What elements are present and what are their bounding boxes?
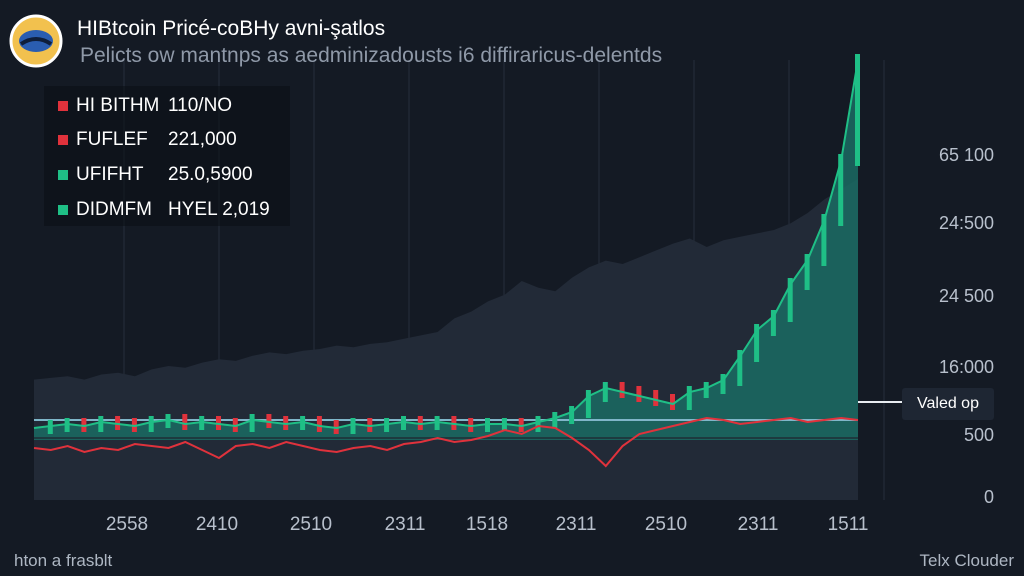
legend: HI BITHM 110/NO FUFLEF 221,000 UFIFHT 25… (44, 86, 290, 226)
legend-item: HI BITHM 110/NO (58, 94, 232, 118)
candle (804, 254, 810, 290)
candle (838, 154, 844, 226)
y-tick-label: 24:500 (938, 213, 994, 233)
bitcoin-logo (9, 14, 63, 68)
candle (787, 278, 793, 322)
legend-value: HYEL 2,019 (168, 199, 270, 220)
chart-subtitle: Pelicts ow mantnps as aedminizadousts i6… (80, 44, 663, 67)
candle (855, 54, 860, 166)
legend-swatch-icon (58, 170, 68, 180)
legend-swatch-icon (58, 205, 68, 215)
candle (737, 350, 743, 386)
x-tick-label: 2410 (195, 514, 239, 535)
candle (602, 382, 608, 402)
candle (703, 382, 709, 398)
candle (670, 394, 675, 410)
y-tick-label: 500 (963, 425, 994, 445)
legend-swatch-icon (58, 101, 68, 111)
candle (249, 414, 255, 432)
candle (821, 214, 827, 266)
x-tick-label: 2311 (384, 514, 426, 535)
candle (619, 382, 625, 398)
candle (98, 416, 104, 432)
background-area (34, 179, 858, 500)
legend-label: HI BITHM (76, 95, 160, 116)
series-line-red (33, 416, 859, 468)
candle (182, 414, 188, 430)
annotation-label: Valed op (902, 388, 994, 420)
legend-item: FUFLEF 221,000 (58, 128, 237, 152)
x-tick-label: 2311 (555, 514, 597, 535)
candle (535, 416, 541, 432)
candle (148, 416, 154, 432)
x-tick-label: 2558 (105, 514, 149, 535)
x-tick-label: 2510 (289, 514, 333, 535)
legend-value: 221,000 (168, 129, 237, 150)
candle (720, 374, 726, 394)
footer-caption: hton a frasblt (14, 551, 113, 570)
legend-value: 25.0,5900 (168, 164, 253, 185)
y-tick-label: 65 100 (938, 145, 994, 165)
y-tick-label: 0 (983, 487, 994, 507)
chart-title: HIBtcoin Pricé-coBHy avni-şatlos (77, 17, 386, 40)
legend-value: 110/NO (168, 95, 233, 116)
y-tick-label: 16:000 (938, 357, 994, 377)
candle (770, 310, 776, 336)
x-tick-label: 2510 (644, 514, 688, 535)
candle (754, 324, 760, 362)
legend-swatch-icon (58, 135, 68, 145)
candle (350, 418, 356, 434)
x-tick-label: 1518 (465, 514, 509, 535)
area-series (34, 60, 858, 440)
y-tick-label: 24 500 (938, 286, 994, 306)
legend-item: DIDMFM HYEL 2,019 (58, 198, 270, 222)
candle (585, 390, 591, 418)
candle (653, 390, 659, 406)
candle (686, 386, 692, 410)
series-line-green (33, 59, 859, 430)
candle (569, 406, 575, 424)
annotation-pointer (858, 401, 904, 403)
x-tick-label: 2311 (737, 514, 779, 535)
candle (552, 412, 558, 428)
legend-label: FUFLEF (76, 129, 148, 150)
candle (316, 416, 322, 432)
legend-label: DIDMFM (76, 199, 152, 220)
legend-item: UFIFHT 25.0,5900 (58, 163, 253, 187)
candle (636, 386, 642, 402)
x-tick-label: 1511 (827, 514, 869, 535)
footer-credit: Telx Clouder (919, 551, 1015, 570)
legend-label: UFIFHT (76, 164, 144, 185)
